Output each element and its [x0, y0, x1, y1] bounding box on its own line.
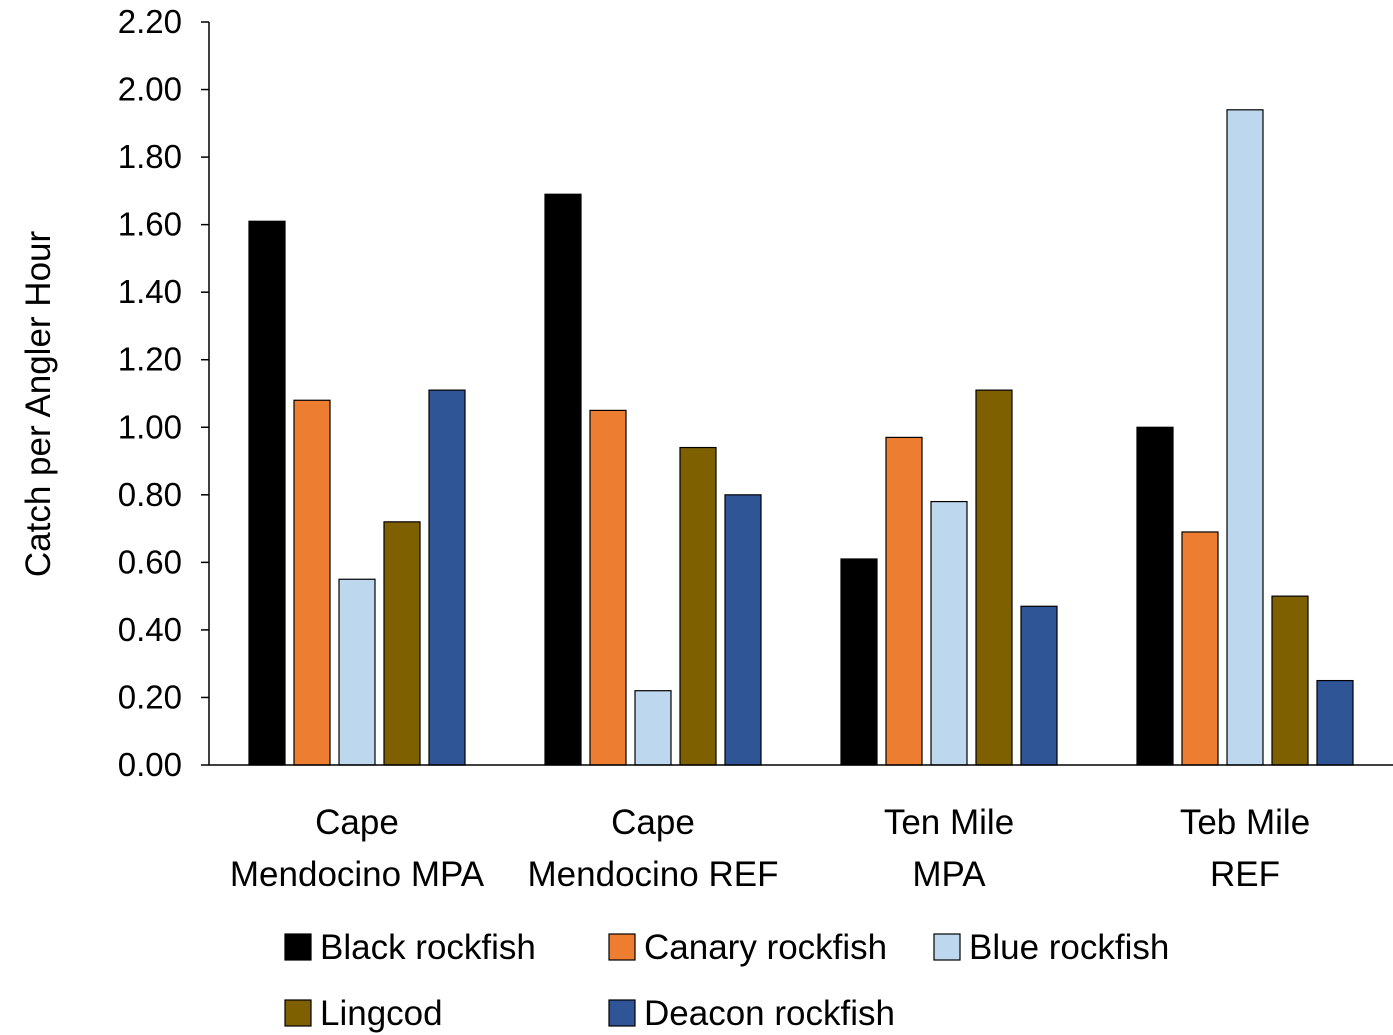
x-category-label: Cape Mendocino MPA — [230, 803, 485, 894]
legend-label: Lingcod — [320, 994, 443, 1033]
legend-item: Black rockfish — [284, 928, 536, 967]
bar — [1316, 679, 1354, 766]
bar — [1226, 109, 1264, 766]
legend-label: Canary rockfish — [644, 928, 887, 967]
legend-item: Canary rockfish — [608, 928, 887, 967]
bar — [589, 409, 627, 766]
bar — [248, 220, 286, 766]
y-tick-label: 0.40 — [118, 611, 182, 648]
y-tick-label: 0.20 — [118, 678, 182, 715]
legend: Black rockfish Canary rockfish Blue rockfi… — [284, 928, 1169, 1033]
y-tick-label: 1.60 — [118, 206, 182, 243]
legend-item: Lingcod — [284, 994, 443, 1033]
y-tick-label: 2.00 — [118, 71, 182, 108]
y-axis-ticks: 0.00 0.20 0.40 0.60 0.80 1.00 1.20 1.40 1.60 1.80… — [118, 3, 209, 783]
legend-item: Deacon rockfish — [608, 994, 895, 1033]
bar — [544, 193, 582, 766]
bar — [634, 690, 672, 766]
y-tick-label: 1.00 — [118, 408, 182, 445]
y-tick-label: 1.20 — [118, 341, 182, 378]
bar — [1181, 531, 1219, 766]
legend-label: Deacon rockfish — [644, 994, 895, 1033]
bar — [383, 521, 421, 766]
x-axis-labels: Cape Mendocino MPA Cape Mendocino REF Ten Mi… — [230, 803, 1310, 894]
legend-label: Blue rockfish — [969, 928, 1169, 967]
y-axis-title-group: Catch per Angler Hour — [19, 231, 58, 578]
bar — [724, 494, 762, 766]
bar — [840, 558, 878, 766]
y-tick-label: 0.80 — [118, 476, 182, 513]
bar — [293, 399, 331, 766]
bar — [338, 578, 376, 766]
bar — [1136, 426, 1174, 766]
y-tick-label: 2.20 — [118, 3, 182, 40]
x-category-label: Cape Mendocino REF — [528, 803, 779, 894]
bar — [1271, 595, 1309, 766]
legend-swatch — [284, 999, 312, 1027]
x-category-label: Teb Mile REF — [1180, 803, 1310, 894]
legend-swatch — [284, 933, 312, 961]
bar — [975, 389, 1013, 766]
bars — [248, 109, 1354, 766]
bar — [679, 446, 717, 766]
y-tick-label: 1.40 — [118, 273, 182, 310]
y-tick-label: 0.00 — [118, 746, 182, 783]
x-category-label: Ten Mile MPA — [884, 803, 1014, 894]
y-axis-title: Catch per Angler Hour — [19, 231, 58, 578]
legend-swatch — [933, 933, 961, 961]
legend-label: Black rockfish — [320, 928, 536, 967]
legend-swatch — [608, 933, 636, 961]
legend-swatch — [608, 999, 636, 1027]
bar — [885, 436, 923, 766]
bar — [428, 389, 466, 766]
bar — [930, 500, 968, 766]
bar — [1020, 605, 1058, 766]
legend-item: Blue rockfish — [933, 928, 1169, 967]
y-tick-label: 1.80 — [118, 138, 182, 175]
y-tick-label: 0.60 — [118, 543, 182, 580]
